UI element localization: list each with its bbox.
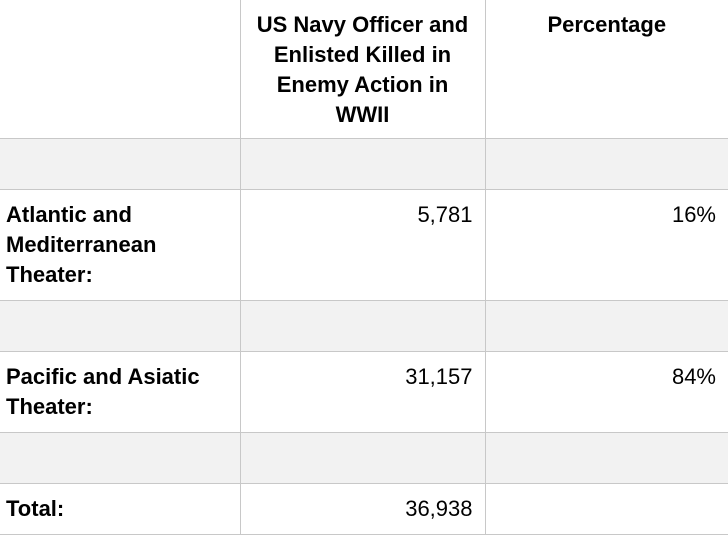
empty-cell[interactable] <box>485 139 728 190</box>
row-label-cell[interactable]: Atlantic and Mediterranean Theater: <box>0 190 240 301</box>
empty-cell[interactable] <box>0 139 240 190</box>
empty-cell[interactable] <box>485 433 728 484</box>
killed-value: 31,157 <box>241 352 485 392</box>
header-cell-percentage[interactable]: Percentage <box>485 0 728 139</box>
row-label: Atlantic and Mediterranean Theater: <box>0 190 240 290</box>
header-cell-killed[interactable]: US Navy Officer and Enlisted Killed in E… <box>240 0 485 139</box>
killed-cell[interactable]: 36,938 <box>240 484 485 535</box>
percentage-value: 16% <box>486 190 728 230</box>
percentage-cell[interactable]: 84% <box>485 352 728 433</box>
killed-value: 5,781 <box>241 190 485 230</box>
row-label-cell[interactable]: Total: <box>0 484 240 535</box>
empty-cell[interactable] <box>240 301 485 352</box>
percentage-value: 84% <box>486 352 728 392</box>
spacer-row <box>0 433 728 484</box>
table-row: Pacific and Asiatic Theater: 31,157 84% <box>0 352 728 433</box>
header-row: US Navy Officer and Enlisted Killed in E… <box>0 0 728 139</box>
percentage-cell[interactable]: 16% <box>485 190 728 301</box>
empty-cell[interactable] <box>0 301 240 352</box>
empty-cell[interactable] <box>240 433 485 484</box>
header-killed-label: US Navy Officer and Enlisted Killed in E… <box>241 0 485 130</box>
killed-cell[interactable]: 5,781 <box>240 190 485 301</box>
header-cell-blank[interactable] <box>0 0 240 139</box>
row-label-cell[interactable]: Pacific and Asiatic Theater: <box>0 352 240 433</box>
percentage-cell[interactable] <box>485 484 728 535</box>
row-label: Pacific and Asiatic Theater: <box>0 352 240 422</box>
total-row: Total: 36,938 <box>0 484 728 535</box>
empty-cell[interactable] <box>485 301 728 352</box>
total-percentage-value <box>486 484 728 494</box>
empty-cell[interactable] <box>240 139 485 190</box>
total-label: Total: <box>0 484 240 524</box>
empty-cell[interactable] <box>0 433 240 484</box>
total-killed-value: 36,938 <box>241 484 485 524</box>
killed-cell[interactable]: 31,157 <box>240 352 485 433</box>
spacer-row <box>0 139 728 190</box>
header-percentage-label: Percentage <box>486 0 728 40</box>
spacer-row <box>0 301 728 352</box>
table-row: Atlantic and Mediterranean Theater: 5,78… <box>0 190 728 301</box>
